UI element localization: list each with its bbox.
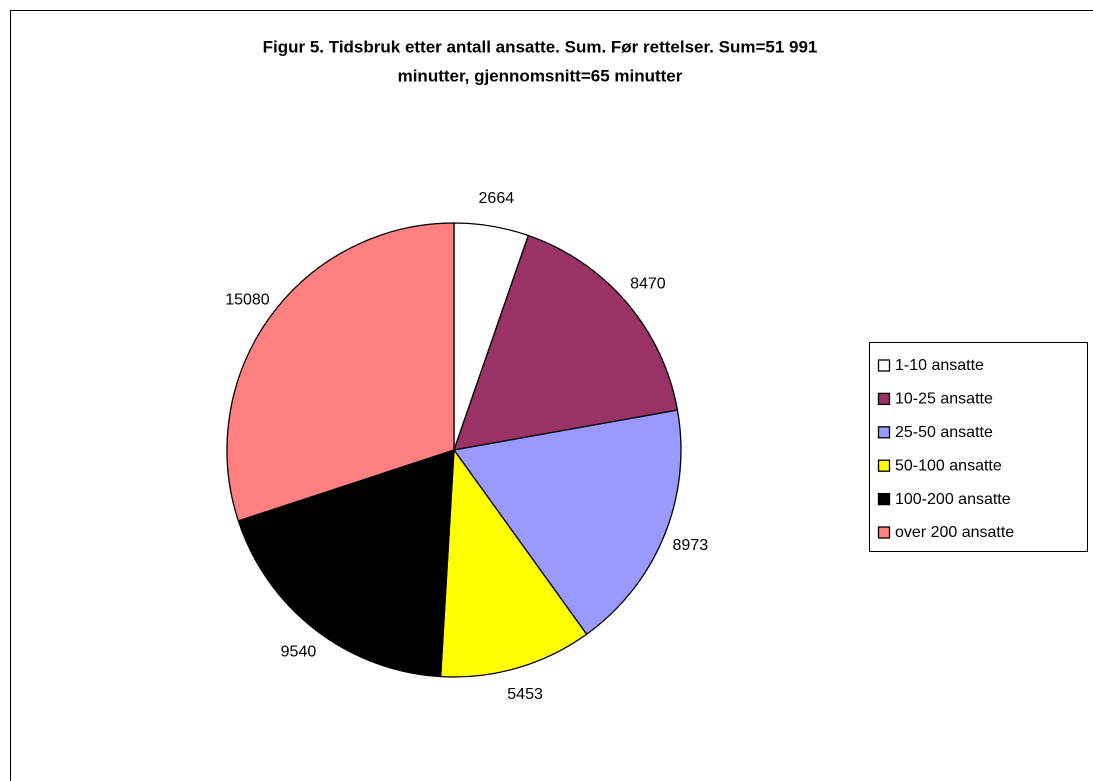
data-label: 8470: [630, 276, 666, 293]
legend-swatch: [877, 492, 891, 506]
legend-swatch: [877, 392, 891, 406]
legend-swatch: [877, 526, 891, 539]
legend-label: 10-25 ansatte: [895, 391, 993, 408]
legend-label: over 200 ansatte: [895, 524, 1014, 541]
chart-title: minutter, gjennomsnitt=65 minutter: [398, 66, 683, 85]
data-label: 9540: [281, 643, 317, 660]
legend-swatch: [877, 426, 891, 439]
legend-swatch: [877, 359, 891, 372]
legend-label: 100-200 ansatte: [895, 491, 1011, 508]
legend-swatch: [877, 459, 891, 472]
legend-label: 50-100 ansatte: [895, 457, 1002, 474]
chart-title: Figur 5. Tidsbruk etter antall ansatte. …: [263, 37, 818, 56]
data-label: 15080: [225, 292, 270, 309]
pie-slice: [226, 222, 455, 522]
legend-box: [869, 342, 1088, 552]
pie-slice: [453, 234, 679, 451]
pie-slice: [237, 449, 455, 678]
pie-slice: [439, 448, 588, 678]
legend-label: 25-50 ansatte: [895, 424, 993, 441]
data-label: 8973: [673, 537, 709, 554]
legend-label: 1-10 ansatte: [895, 357, 984, 374]
data-label: 5453: [507, 686, 543, 703]
data-label: 2664: [479, 190, 515, 207]
pie-slice: [452, 409, 682, 636]
